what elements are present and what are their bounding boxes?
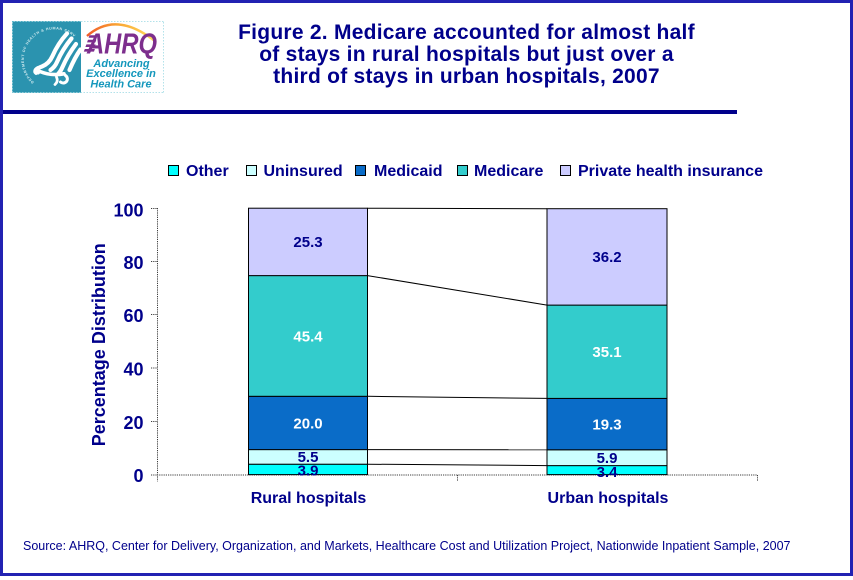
- svg-text:35.1: 35.1: [592, 344, 621, 361]
- svg-text:20: 20: [123, 413, 143, 433]
- svg-text:Rural hospitals: Rural hospitals: [251, 490, 367, 507]
- svg-text:80: 80: [123, 253, 143, 273]
- svg-text:45.4: 45.4: [293, 328, 323, 345]
- svg-text:20.0: 20.0: [293, 415, 322, 432]
- svg-text:3.4: 3.4: [597, 464, 619, 481]
- svg-text:0: 0: [133, 466, 143, 486]
- svg-text:3.9: 3.9: [298, 463, 319, 480]
- svg-text:Urban hospitals: Urban hospitals: [548, 490, 669, 507]
- svg-text:Percentage Distribution: Percentage Distribution: [89, 243, 109, 446]
- svg-text:25.3: 25.3: [293, 234, 322, 251]
- svg-text:40: 40: [123, 360, 143, 380]
- svg-text:36.2: 36.2: [592, 249, 621, 266]
- svg-text:100: 100: [113, 200, 143, 220]
- svg-text:60: 60: [123, 306, 143, 326]
- svg-text:19.3: 19.3: [592, 416, 621, 433]
